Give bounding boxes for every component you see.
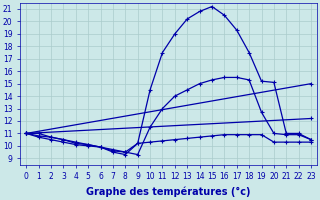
X-axis label: Graphe des températures (°c): Graphe des températures (°c): [86, 187, 251, 197]
